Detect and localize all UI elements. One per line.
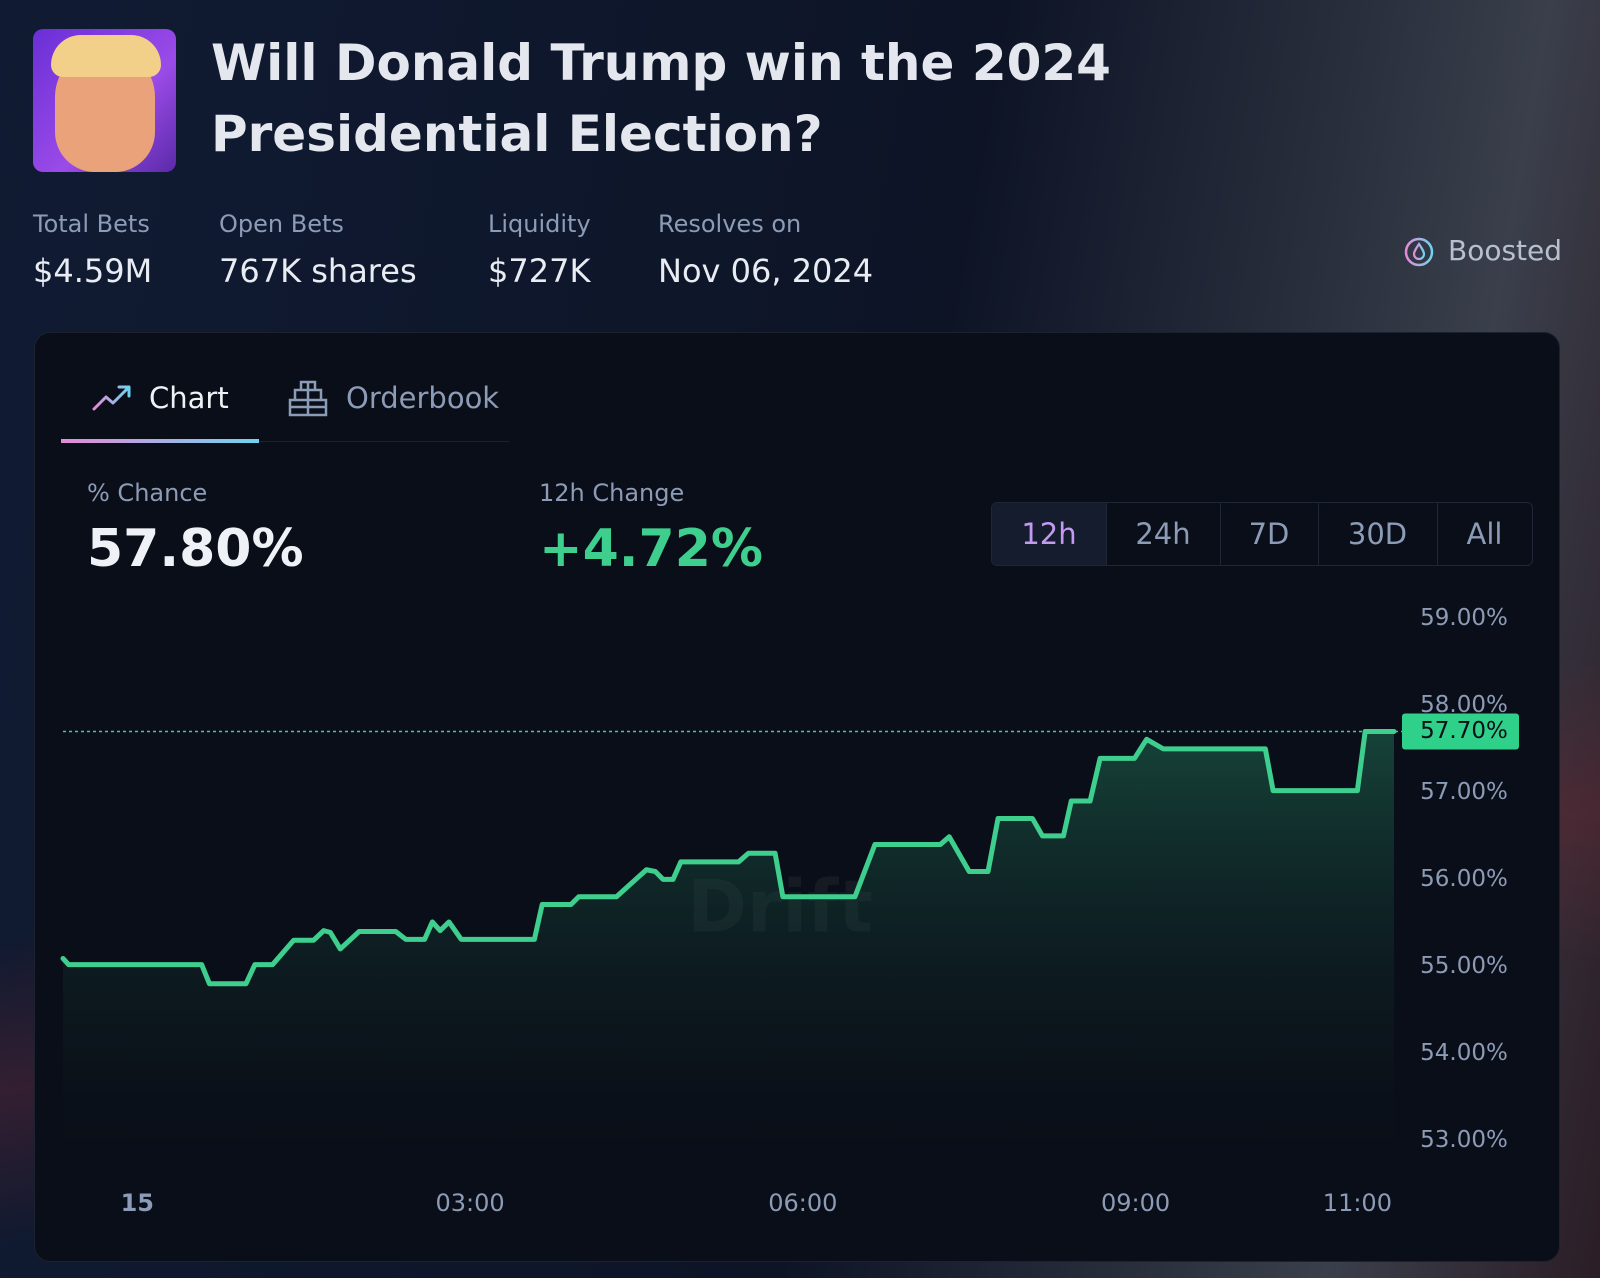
y-tick-label: 55.00% xyxy=(1420,953,1508,979)
stat-value: $727K xyxy=(488,252,591,290)
boosted-badge: Boosted xyxy=(1448,234,1563,267)
tab-orderbook[interactable]: Orderbook xyxy=(346,381,500,415)
stat-value: $4.59M xyxy=(33,252,153,290)
range-button[interactable]: 7D xyxy=(1220,503,1319,565)
x-tick-label: 03:00 xyxy=(435,1189,504,1217)
y-tick-label: 53.00% xyxy=(1420,1127,1508,1153)
change-value: +4.72% xyxy=(539,519,763,579)
y-tick-label: 59.00% xyxy=(1420,605,1508,631)
chance-value: 57.80% xyxy=(87,519,304,579)
stat-value: 767K shares xyxy=(219,252,417,290)
area-fill xyxy=(63,731,1394,1162)
x-tick-label: 09:00 xyxy=(1101,1189,1170,1217)
orderbook-tab-icon xyxy=(288,380,328,417)
y-tick-label: 54.00% xyxy=(1420,1040,1508,1066)
range-button[interactable]: All xyxy=(1466,517,1503,551)
x-tick-label: 11:00 xyxy=(1323,1189,1392,1217)
tab-underline xyxy=(61,439,259,443)
boost-icon xyxy=(1404,237,1434,267)
chart-tab-icon xyxy=(92,385,131,411)
stat-label: Open Bets xyxy=(219,210,344,238)
last-price-label: 57.70% xyxy=(1420,718,1508,744)
price-line xyxy=(60,728,1397,987)
chance-label: % Chance xyxy=(87,479,208,507)
stat-label: Liquidity xyxy=(488,210,591,238)
range-button[interactable]: 24h xyxy=(1106,503,1221,565)
avatar xyxy=(33,29,176,172)
tab-divider xyxy=(259,441,509,442)
stat-label: Resolves on xyxy=(658,210,802,238)
stat-value: Nov 06, 2024 xyxy=(658,252,874,290)
stat-label: Total Bets xyxy=(33,210,150,238)
y-tick-label: 57.00% xyxy=(1420,779,1508,805)
change-label: 12h Change xyxy=(539,479,685,507)
range-selector: 12h 24h 7D 30D All xyxy=(991,502,1533,566)
title: Will Donald Trump win the 2024 President… xyxy=(211,34,1111,163)
y-tick-label: 56.00% xyxy=(1420,866,1508,892)
range-button[interactable]: 30D xyxy=(1318,503,1438,565)
x-tick-label: 15 xyxy=(121,1189,154,1217)
tab-chart[interactable]: Chart xyxy=(149,381,229,415)
range-button[interactable]: 12h xyxy=(992,503,1107,565)
last-price-box xyxy=(1402,713,1519,750)
x-tick-label: 06:00 xyxy=(768,1189,837,1217)
